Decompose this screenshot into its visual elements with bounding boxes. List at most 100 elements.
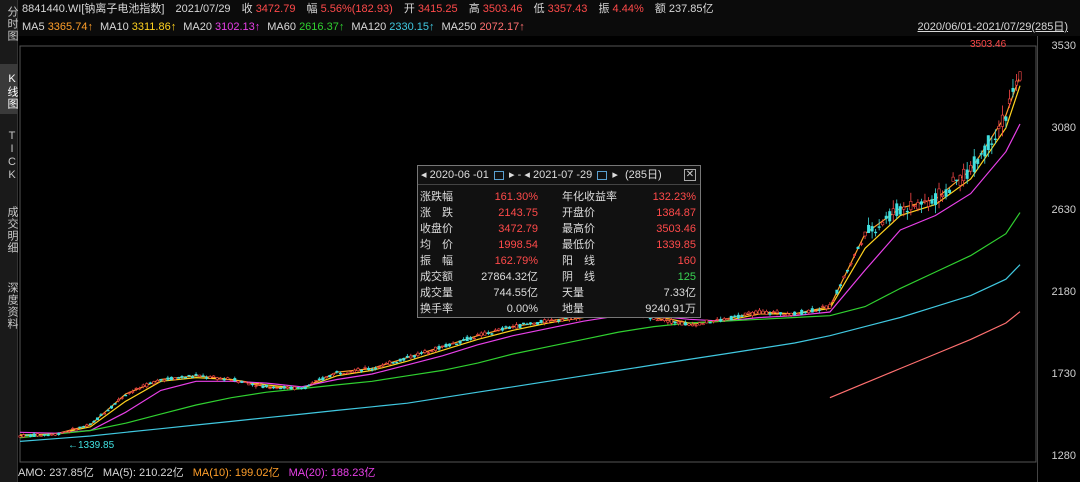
sidebar: 分时图 K线图 TICK 成交明细 深度资料 bbox=[0, 0, 18, 482]
candle-body bbox=[691, 323, 695, 327]
vol-ma10-label: MA(10): bbox=[192, 467, 232, 479]
candle-body bbox=[976, 158, 980, 164]
candle-body bbox=[46, 434, 50, 437]
candle-body bbox=[831, 300, 835, 302]
candle-body bbox=[676, 321, 680, 325]
candle-body bbox=[138, 387, 142, 390]
calendar-icon[interactable] bbox=[493, 170, 504, 180]
candle-body bbox=[240, 381, 244, 383]
tab-tick[interactable]: TICK bbox=[6, 130, 18, 182]
candle-body bbox=[338, 372, 342, 375]
candle-body bbox=[198, 374, 202, 377]
candle-body bbox=[817, 309, 821, 311]
candle-body bbox=[50, 434, 54, 436]
candle-body bbox=[666, 320, 670, 323]
tab-depth-info[interactable]: 深度资料 bbox=[6, 282, 18, 330]
series-line-ma60 bbox=[19, 212, 1021, 439]
candle-body bbox=[874, 231, 878, 234]
candle-body bbox=[560, 319, 564, 322]
candle-body bbox=[465, 336, 469, 342]
candle-body bbox=[500, 327, 504, 331]
candle-body bbox=[972, 156, 976, 173]
tab-kline[interactable]: K线图 bbox=[0, 64, 18, 114]
candle-body bbox=[356, 368, 360, 372]
start-next-arrow-icon[interactable]: ▸ bbox=[509, 169, 515, 181]
y-tick-label: 1730 bbox=[1051, 368, 1076, 380]
candle-body bbox=[117, 399, 121, 402]
candle-body bbox=[279, 387, 283, 390]
prev-end-arrow-icon[interactable]: ◂ bbox=[524, 169, 530, 181]
candle-body bbox=[367, 367, 371, 370]
candle-body bbox=[1011, 87, 1015, 92]
vol-ma20-value: 188.23亿 bbox=[330, 467, 376, 479]
candle-body bbox=[303, 386, 307, 390]
candle-body bbox=[458, 340, 462, 344]
tab-intraday[interactable]: 分时图 bbox=[6, 6, 18, 42]
candle-body bbox=[219, 377, 223, 380]
stat-value: 125 bbox=[677, 271, 696, 283]
candle-body bbox=[479, 332, 483, 337]
high-value: 3503.46 bbox=[482, 3, 523, 15]
candle-body bbox=[85, 424, 89, 427]
vol-ma20-label: MA(20): bbox=[288, 467, 328, 479]
range-stats-popup: ◂ 2020-06 -01 ▸ - ◂ 2021-07 -29 ▸ (285日)… bbox=[417, 165, 701, 318]
candle-body bbox=[141, 384, 145, 387]
close-icon[interactable]: ✕ bbox=[684, 169, 696, 181]
candle-body bbox=[152, 381, 156, 385]
candle-body bbox=[941, 194, 945, 197]
candle-body bbox=[525, 323, 529, 326]
quote-header: 8841440.WI[钠离子电池指数] 2021/07/29 收 3472.79… bbox=[0, 0, 1080, 36]
candle-body bbox=[476, 334, 480, 336]
end-date-field[interactable]: 2021-07 -29 bbox=[532, 169, 593, 181]
candle-body bbox=[655, 319, 659, 322]
ma-legend: MA5 3365.74↑ MA10 3311.86↑ MA20 3102.13↑ MA… bbox=[22, 18, 532, 36]
candle-body bbox=[722, 318, 726, 321]
candle-body bbox=[99, 414, 103, 416]
candle-body bbox=[307, 385, 311, 387]
tab-trade-detail[interactable]: 成交明细 bbox=[6, 206, 18, 254]
candle-body bbox=[768, 313, 772, 315]
candle-body bbox=[57, 433, 61, 435]
candle-body bbox=[522, 322, 526, 325]
kline-chart[interactable]: 3503.46 ←1339.85 bbox=[0, 36, 1037, 464]
amo-label: AMO: bbox=[18, 467, 47, 479]
series-line-ma20 bbox=[19, 123, 1021, 434]
stat-label: 涨跌幅 bbox=[420, 191, 453, 203]
date-separator: - bbox=[517, 169, 522, 181]
candle-body bbox=[800, 309, 804, 315]
calendar-icon[interactable] bbox=[597, 170, 608, 180]
candle-body bbox=[29, 434, 33, 437]
stat-value: 744.55亿 bbox=[493, 287, 538, 299]
open-value: 3415.25 bbox=[417, 3, 458, 15]
candle-body bbox=[187, 374, 191, 377]
candle-body bbox=[430, 350, 434, 353]
candle-body bbox=[88, 423, 92, 425]
candle-body bbox=[1000, 114, 1004, 127]
candle-body bbox=[398, 358, 402, 362]
candle-body bbox=[726, 318, 730, 320]
candle-body bbox=[201, 375, 205, 377]
amo-value: 237.85亿 bbox=[49, 467, 94, 479]
candle-body bbox=[511, 326, 515, 328]
start-date-field[interactable]: 2020-06 -01 bbox=[429, 169, 489, 181]
candle-body bbox=[962, 168, 966, 182]
candle-body bbox=[680, 321, 684, 326]
candle-body bbox=[821, 305, 825, 308]
candle-body bbox=[409, 355, 413, 359]
candle-body bbox=[472, 337, 476, 340]
candle-body bbox=[342, 372, 346, 375]
vol-ma5-label: MA(5): bbox=[102, 467, 136, 479]
candle-body bbox=[381, 364, 385, 367]
candle-body bbox=[67, 430, 71, 433]
end-next-arrow-icon[interactable]: ▸ bbox=[612, 169, 618, 181]
candle-body bbox=[926, 200, 930, 207]
candle-body bbox=[451, 342, 455, 345]
candle-body bbox=[539, 319, 543, 323]
candle-body bbox=[514, 324, 518, 329]
candle-body bbox=[268, 387, 272, 390]
prev-start-arrow-icon[interactable]: ◂ bbox=[421, 169, 427, 181]
candle-body bbox=[120, 397, 124, 399]
candle-body bbox=[95, 417, 99, 421]
date-range[interactable]: 2020/06/01-2021/07/29(285日) bbox=[917, 21, 1068, 33]
index-code[interactable]: 8841440.WI[钠离子电池指数] bbox=[22, 3, 165, 15]
